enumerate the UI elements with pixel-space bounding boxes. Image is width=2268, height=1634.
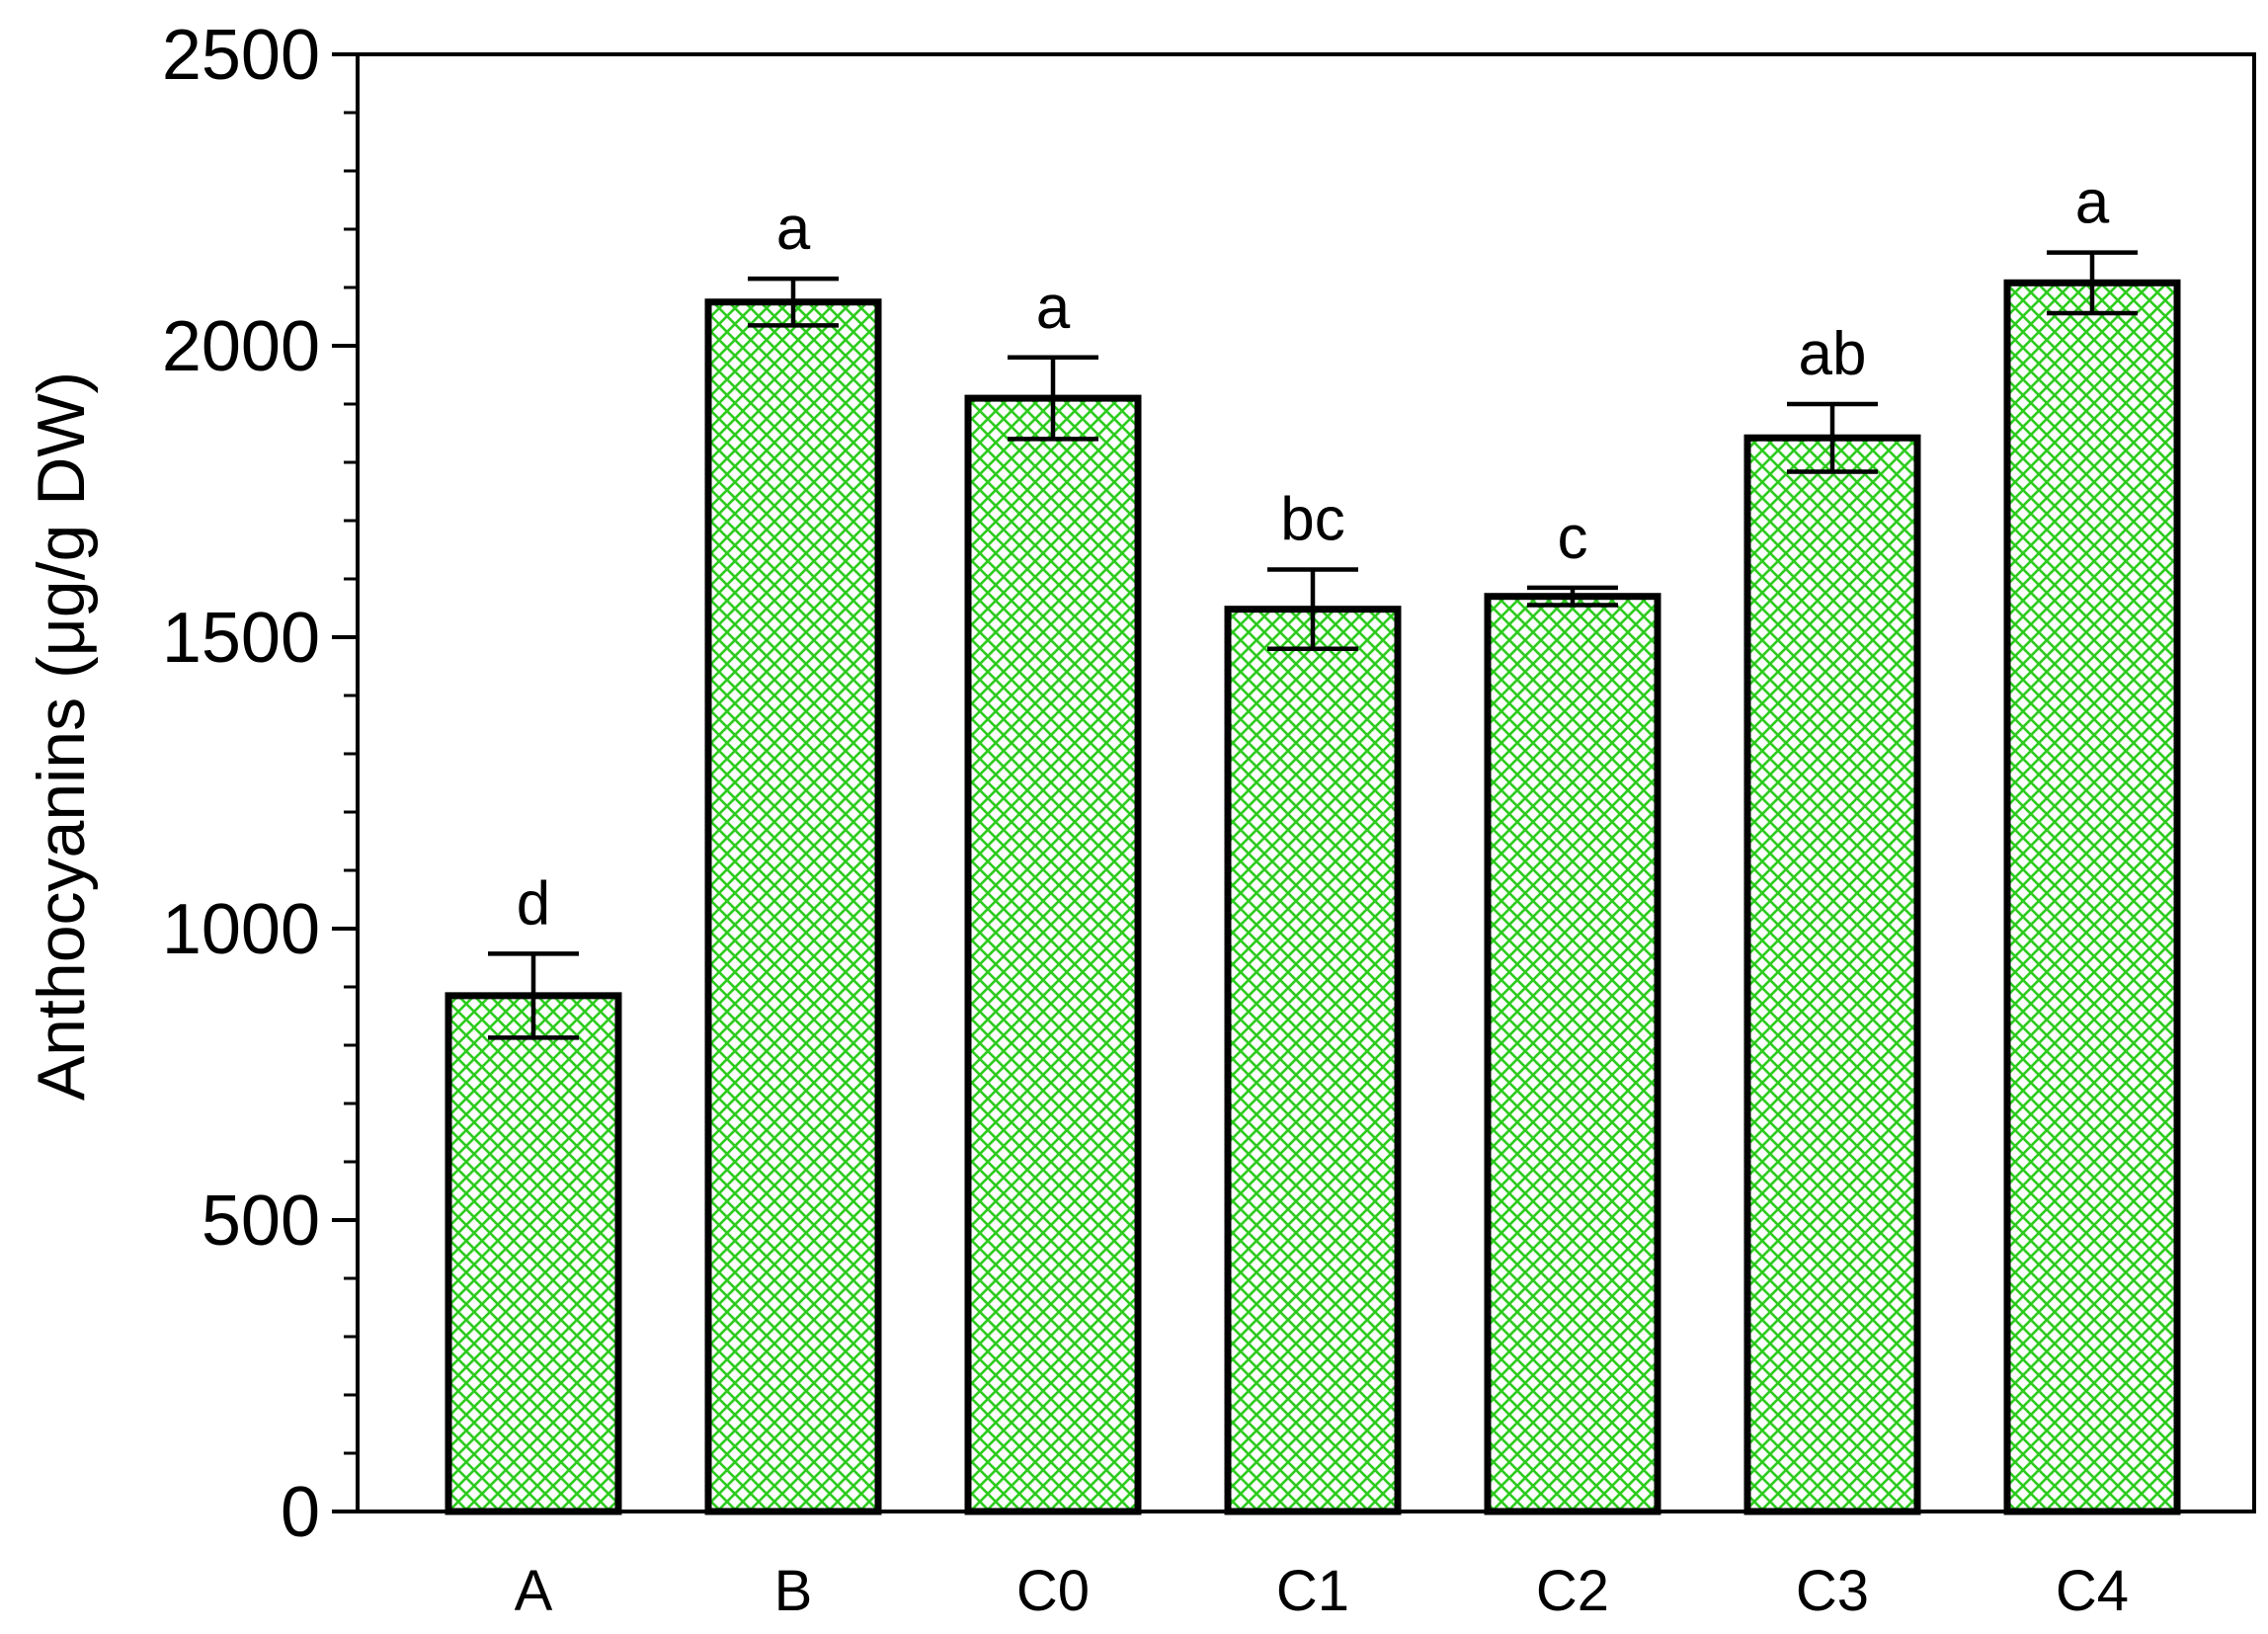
y-tick-label: 1000 — [162, 890, 320, 969]
x-tick-label-C2: C2 — [1536, 1559, 1609, 1623]
significance-label-C2: c — [1558, 504, 1588, 572]
bar-C4 — [2003, 279, 2181, 1515]
plot-border — [356, 52, 2256, 1513]
error-bar-C4 — [2047, 250, 2138, 316]
significance-label-C3: ab — [1799, 320, 1867, 388]
y-axis-title: Anthocyanins (μg/g DW) — [24, 371, 99, 1101]
significance-label-C1: bc — [1280, 486, 1344, 554]
x-tick-label-C4: C4 — [2056, 1559, 2129, 1623]
bar-A — [445, 992, 622, 1515]
error-bar-A — [488, 951, 579, 1040]
y-tick-label: 0 — [281, 1473, 320, 1552]
y-tick-label: 500 — [202, 1182, 320, 1261]
significance-label-C4: a — [2075, 169, 2110, 237]
bars-layer — [445, 250, 2181, 1515]
bar-C3 — [1743, 434, 1921, 1515]
error-bar-B — [748, 276, 839, 328]
y-tick-label: 2000 — [162, 307, 320, 386]
plot-frame — [356, 52, 2256, 1513]
error-bar-C3 — [1787, 401, 1878, 474]
labels-layer: d Aa Ba C0 bc C1 c C2 ab C3 a C4 0 500 1000 1500 2000 250… — [162, 16, 2129, 1623]
bar-C2 — [1484, 593, 1661, 1515]
bar-B — [704, 298, 882, 1515]
x-tick-label-B: B — [774, 1559, 813, 1623]
error-bar-C2 — [1527, 585, 1618, 608]
error-bar-C1 — [1267, 567, 1358, 652]
x-tick-label-A: A — [515, 1559, 553, 1623]
x-tick-label-C1: C1 — [1276, 1559, 1349, 1623]
bar-C1 — [1224, 606, 1402, 1515]
x-tick-label-C0: C0 — [1016, 1559, 1090, 1623]
bar-C0 — [964, 394, 1142, 1515]
significance-label-A: d — [517, 869, 550, 938]
significance-label-C0: a — [1036, 274, 1071, 342]
error-bar-C0 — [1008, 355, 1098, 442]
y-tick-label: 2500 — [162, 16, 320, 95]
y-tick-label: 1500 — [162, 599, 320, 678]
y-axis-ticks — [332, 52, 358, 1513]
x-tick-label-C3: C3 — [1796, 1559, 1869, 1623]
significance-label-B: a — [776, 195, 811, 263]
